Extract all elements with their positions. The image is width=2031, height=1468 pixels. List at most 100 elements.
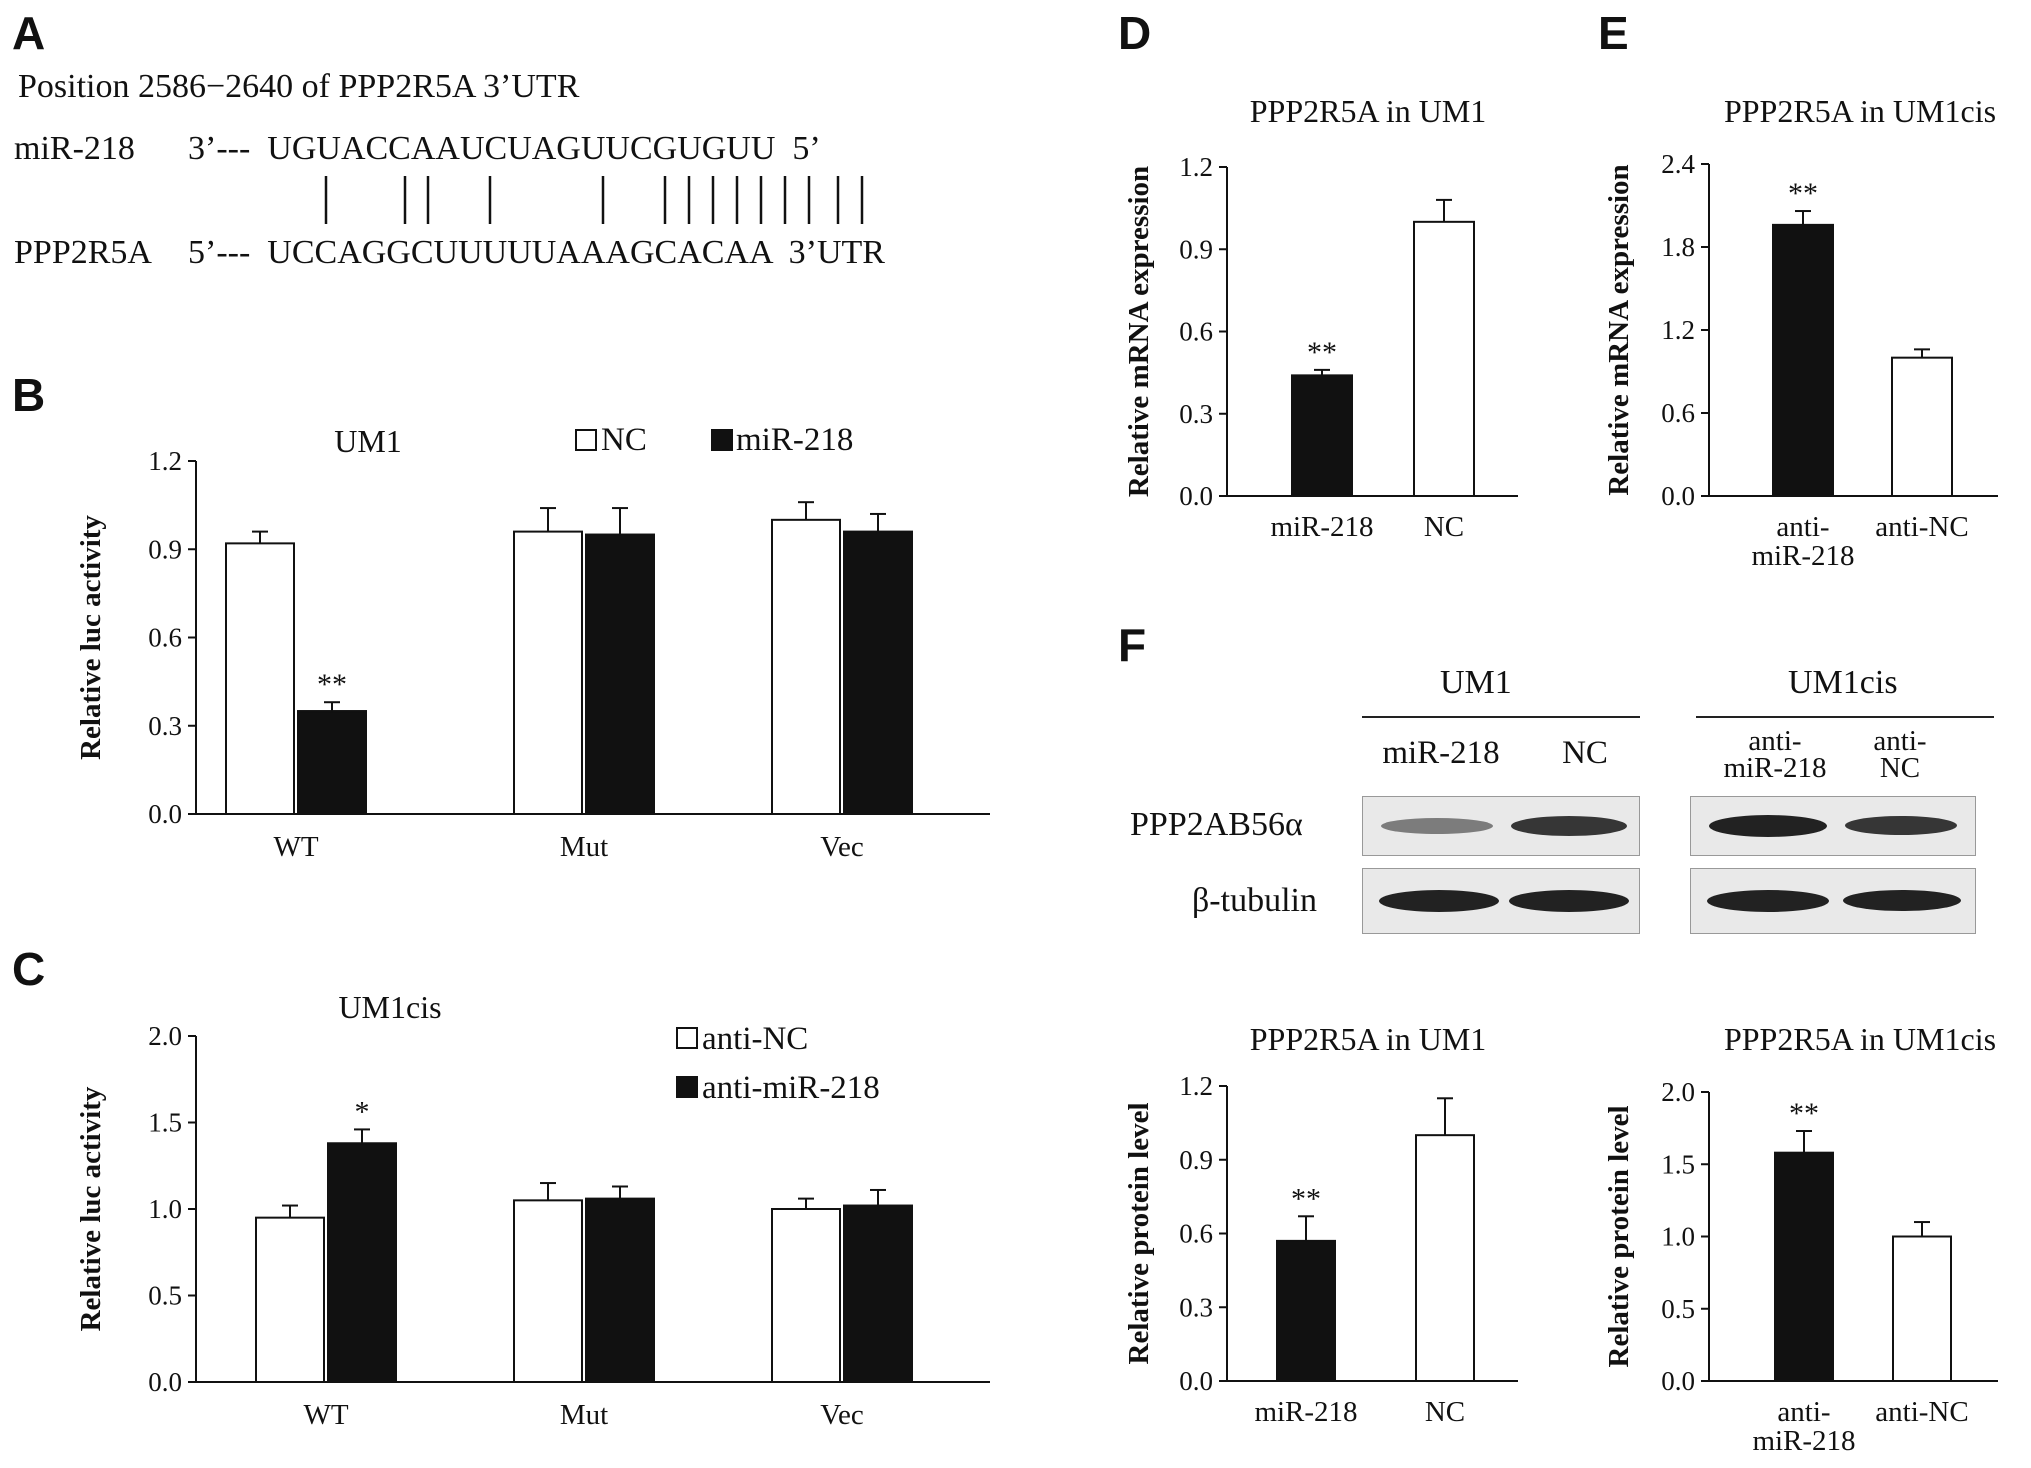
x-tick-label: Vec (820, 831, 863, 863)
panel-letter-e: E (1598, 7, 1629, 59)
bar-anti-nc (1891, 356, 1953, 497)
y-tick-label: 0.0 (1661, 1366, 1695, 1396)
blot-label-ppp2ab56a: PPP2AB56α (1130, 806, 1303, 843)
band-tubulin-nc (1509, 890, 1629, 912)
x-tick-label: Mut (560, 831, 608, 863)
y-tick-label: 0.9 (1179, 1145, 1213, 1175)
y-tick-label: 0.9 (148, 534, 182, 564)
bar-anti-nc-wt (255, 1216, 325, 1384)
blot-group-um1cis-line (1696, 716, 1994, 718)
x-tick-label: anti-miR-218 (1752, 1396, 1855, 1457)
y-tick-label: 0.3 (1179, 1292, 1213, 1322)
band-tubulin-anti-nc (1843, 890, 1961, 911)
y-tick-label: 1.5 (1661, 1149, 1695, 1179)
legend-label-nc: NC (601, 422, 647, 458)
bar-anti-nc (1892, 1235, 1952, 1382)
legend-swatch-mir-218 (711, 429, 733, 451)
blot-group-um1cis: UM1cis (1788, 664, 1898, 701)
bar-anti-mir-218 (1772, 223, 1834, 497)
target-sequence: 5’--- UCCAGGCUUUUUAAAGCACAA 3’UTR (188, 234, 885, 271)
band-tubulin-mir-218 (1379, 890, 1499, 912)
x-tick-label: anti-miR-218 (1751, 511, 1854, 572)
chart-title: PPP2R5A in UM1 (1250, 93, 1487, 129)
y-tick-label: 0.5 (148, 1281, 182, 1311)
y-axis-label: Relative protein level (1123, 1102, 1155, 1364)
y-axis-label: Relative mRNA expression (1603, 164, 1635, 495)
bar-nc-mut (513, 530, 583, 815)
significance-marker: ** (1788, 177, 1818, 210)
y-tick-label: 0.0 (1179, 481, 1213, 511)
y-tick-label: 0.3 (1179, 399, 1213, 429)
y-tick-label: 0.6 (1179, 1219, 1213, 1249)
y-axis-label: Relative mRNA expression (1123, 166, 1155, 497)
x-tick-label: NC (1425, 1396, 1465, 1428)
band-tubulin-anti-mir-218 (1707, 890, 1829, 912)
legend-label-mir-218: miR-218 (736, 422, 853, 458)
y-tick-label: 1.2 (1661, 315, 1695, 345)
bar-mir-218-mut (585, 533, 655, 816)
bar-nc (1415, 1134, 1475, 1382)
legend-label-anti-nc: anti-NC (702, 1021, 808, 1057)
blot-group-um1: UM1 (1440, 664, 1512, 701)
legend-swatch-anti-mir-218 (676, 1076, 698, 1098)
chart-title: PPP2R5A in UM1cis (1724, 93, 1996, 129)
y-tick-label: 0.9 (1179, 234, 1213, 264)
significance-marker: ** (1789, 1097, 1819, 1130)
panel-letter-a: A (12, 7, 46, 59)
y-tick-label: 0.0 (148, 1367, 182, 1397)
band-ppp2ab56a-anti-nc (1845, 816, 1957, 835)
x-tick-label: WT (303, 1399, 348, 1431)
band-ppp2ab56a-mir-218 (1381, 818, 1493, 834)
chart-title: UM1cis (338, 989, 441, 1025)
chart-title: UM1 (334, 423, 402, 459)
bar-nc-vec (771, 518, 841, 815)
y-tick-label: 0.5 (1661, 1294, 1695, 1324)
y-tick-label: 1.0 (1661, 1222, 1695, 1252)
blot-group-um1-line (1362, 716, 1640, 718)
significance-marker: ** (1291, 1182, 1321, 1215)
y-axis-label: Relative luc activity (75, 1086, 107, 1331)
bar-anti-mir-218 (1774, 1151, 1834, 1382)
panel-letter-d: D (1118, 7, 1152, 59)
x-tick-label: miR-218 (1270, 511, 1373, 543)
y-tick-label: 0.0 (148, 799, 182, 829)
y-tick-label: 0.3 (148, 711, 182, 741)
panel-letter-b: B (12, 369, 46, 421)
legend-label-anti-mir-218: anti-miR-218 (702, 1070, 880, 1106)
bar-anti-mir-218-wt (327, 1142, 397, 1384)
bar-anti-mir-218-mut (585, 1197, 655, 1383)
target-label: PPP2R5A (14, 234, 152, 271)
blot-label-beta-tubulin: β-tubulin (1192, 882, 1317, 919)
x-tick-label: Mut (560, 1399, 608, 1431)
blot-tubulin-um1 (1362, 868, 1640, 934)
y-tick-label: 2.0 (148, 1021, 182, 1051)
chart-title: PPP2R5A in UM1cis (1724, 1021, 1996, 1057)
y-tick-label: 1.2 (1179, 152, 1213, 182)
band-ppp2ab56a-nc (1511, 816, 1627, 836)
y-tick-label: 0.0 (1179, 1366, 1213, 1396)
alignment-position-text: Position 2586−2640 of PPP2R5A 3’UTR (18, 68, 580, 105)
y-tick-label: 1.5 (148, 1108, 182, 1138)
x-tick-label: anti-NC (1875, 511, 1968, 543)
panel-letter-f: F (1118, 619, 1147, 671)
bar-mir-218-wt (297, 710, 367, 816)
y-tick-label: 1.0 (148, 1194, 182, 1224)
significance-marker: ** (317, 668, 347, 701)
bar-anti-mir-218-vec (843, 1204, 913, 1384)
lane-label-nc: NC (1562, 735, 1608, 771)
y-tick-label: 0.6 (1661, 398, 1695, 428)
legend-swatch-anti-nc (676, 1027, 698, 1049)
blot-ppp2ab56a-um1cis (1690, 796, 1976, 856)
x-tick-label: Vec (820, 1399, 863, 1431)
y-tick-label: 2.0 (1661, 1077, 1695, 1107)
panel-letter-c: C (12, 943, 46, 995)
x-tick-label: miR-218 (1254, 1396, 1357, 1428)
chart-title: PPP2R5A in UM1 (1250, 1021, 1487, 1057)
band-ppp2ab56a-anti-mir-218 (1709, 815, 1827, 837)
y-tick-label: 1.8 (1661, 232, 1695, 262)
